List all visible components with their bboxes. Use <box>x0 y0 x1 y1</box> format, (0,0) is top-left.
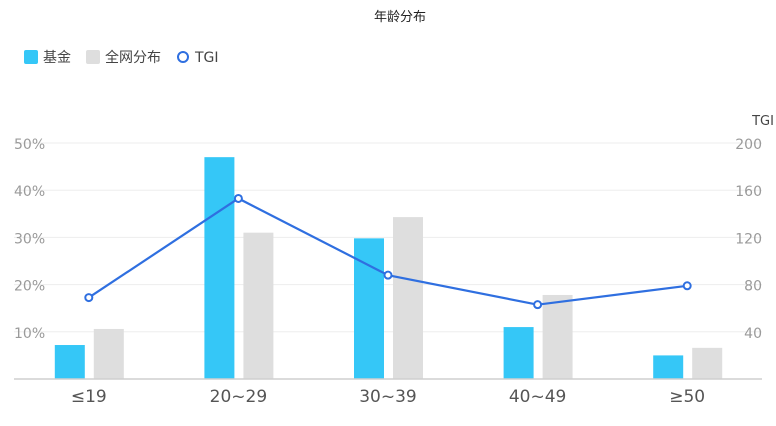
right-axis: TGI 40 80 120 160 200 <box>735 114 774 342</box>
right-axis-tick-label: 40 <box>744 326 762 342</box>
tgi-point <box>84 293 94 303</box>
bar-fund <box>54 345 85 379</box>
x-axis-tick-label: ≤19 <box>71 387 107 407</box>
bar-network <box>243 232 274 379</box>
bar-network <box>542 294 573 379</box>
tgi-line-path <box>88 197 688 306</box>
left-axis: 10% 20% 30% 40% 50% <box>14 137 45 342</box>
tgi-line <box>84 193 692 310</box>
x-axis: ≤19 20~29 30~39 40~49 ≥50 <box>14 378 762 407</box>
tgi-point <box>682 281 692 291</box>
right-axis-tick-label: 160 <box>735 184 762 200</box>
bar-network <box>692 347 723 379</box>
x-axis-tick-label: 40~49 <box>509 387 567 407</box>
left-axis-tick-label: 30% <box>14 231 45 247</box>
tgi-point <box>383 270 393 280</box>
x-axis-tick-label: 20~29 <box>210 387 268 407</box>
right-axis-tick-label: 120 <box>735 231 762 247</box>
tgi-point <box>533 300 543 310</box>
right-axis-tick-label: 80 <box>744 279 762 295</box>
bar-fund <box>503 327 534 379</box>
tgi-point <box>233 193 243 203</box>
left-axis-tick-label: 50% <box>14 137 45 153</box>
right-axis-tick-label: 200 <box>735 137 762 153</box>
x-axis-tick-label: 30~39 <box>359 387 417 407</box>
chart-title: 年龄分布 <box>374 10 426 25</box>
legend-label: 基金 <box>43 49 71 66</box>
bars <box>54 157 723 379</box>
left-axis-tick-label: 40% <box>14 184 45 200</box>
left-axis-tick-label: 10% <box>14 326 45 342</box>
legend-swatch <box>86 50 100 64</box>
gridlines <box>14 142 762 333</box>
x-axis-tick-label: ≥50 <box>669 387 705 407</box>
bar-fund <box>204 157 235 379</box>
legend: 基金 全网分布 TGI <box>24 49 219 66</box>
legend-marker <box>177 51 189 63</box>
legend-swatch <box>24 50 38 64</box>
bar-fund <box>354 238 384 379</box>
bar-network <box>93 328 124 379</box>
left-axis-tick-label: 20% <box>14 279 45 295</box>
bar-network <box>393 217 423 379</box>
legend-label: 全网分布 <box>105 49 161 66</box>
legend-label: TGI <box>194 50 219 66</box>
bar-fund <box>653 355 684 379</box>
right-axis-title: TGI <box>751 114 774 129</box>
